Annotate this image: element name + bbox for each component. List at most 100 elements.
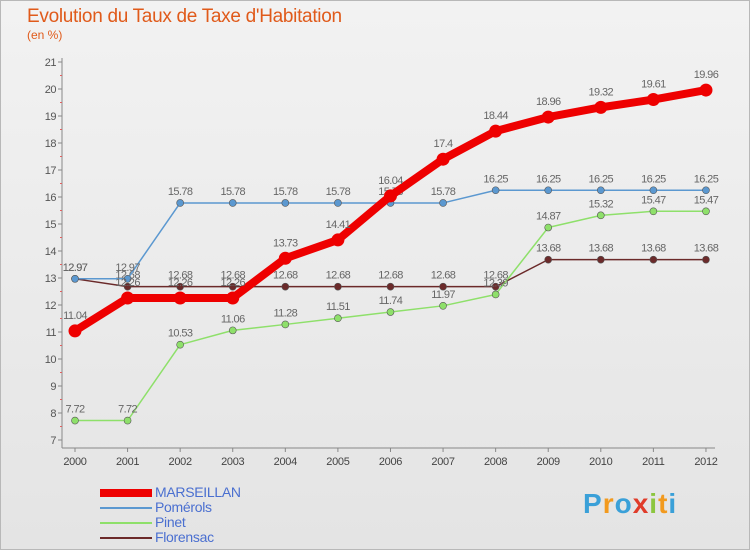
data-point-florensac — [491, 282, 500, 291]
legend-swatch-pinet — [100, 522, 152, 524]
data-label-marseillan: 12.26 — [168, 277, 193, 289]
data-label-pomerols: 15.78 — [273, 186, 298, 198]
data-point-pomerols — [71, 275, 79, 283]
data-label-pinet: 15.32 — [589, 198, 614, 210]
data-point-pinet — [334, 314, 342, 323]
data-label-pomerols: 16.25 — [641, 173, 666, 185]
logo-letter: o — [614, 488, 633, 519]
data-point-pinet — [176, 340, 184, 349]
data-label-marseillan: 16.04 — [378, 175, 403, 187]
x-tick-label: 2009 — [537, 456, 560, 468]
data-point-florensac — [702, 255, 710, 264]
data-label-florensac: 13.68 — [641, 243, 666, 255]
x-tick-label: 2010 — [589, 456, 612, 468]
y-tick-label: 14 — [45, 246, 57, 258]
data-label-florensac: 13.68 — [536, 243, 561, 255]
data-point-pomerols — [176, 199, 184, 207]
y-tick-label: 7 — [50, 435, 56, 447]
y-tick-label: 17 — [45, 165, 57, 177]
data-point-florensac — [228, 282, 237, 291]
data-point-pinet — [491, 290, 500, 299]
y-tick-label: 9 — [50, 381, 56, 393]
x-tick-label: 2000 — [63, 456, 86, 468]
data-point-pinet — [71, 416, 79, 425]
series-marseillan: 11.04 12.26 12.26 12.26 13.73 14.41 16.04 17.4 1… — [63, 69, 719, 338]
data-point-marseillan — [278, 251, 292, 265]
data-point-florensac — [544, 255, 553, 264]
data-point-pinet — [228, 326, 237, 335]
x-tick-label: 2002 — [169, 456, 192, 468]
data-point-pinet — [386, 308, 395, 316]
data-label-marseillan: 11.04 — [63, 310, 87, 322]
data-point-florensac — [176, 282, 184, 291]
legend-label-florensac: Florensac — [155, 529, 214, 545]
data-label-marseillan: 12.26 — [115, 277, 140, 289]
data-label-pinet: 14.87 — [536, 211, 561, 223]
data-label-pomerols: 15.78 — [220, 186, 245, 198]
x-tick-label: 2001 — [116, 456, 139, 468]
data-point-marseillan — [68, 324, 82, 338]
y-tick-label: 13 — [45, 273, 57, 285]
data-point-pomerols — [491, 186, 500, 195]
data-point-pinet — [439, 302, 447, 310]
data-point-florensac — [334, 282, 342, 291]
data-point-florensac — [281, 282, 290, 291]
legend-label-pomerols: Pomérols — [155, 499, 212, 515]
data-point-marseillan — [121, 291, 135, 305]
data-point-marseillan — [331, 233, 345, 247]
data-label-marseillan: 18.96 — [536, 96, 561, 108]
x-tick-label: 2005 — [326, 456, 349, 468]
x-tick-label: 2011 — [642, 456, 665, 468]
logo-letter: r — [602, 488, 615, 519]
data-point-marseillan — [383, 189, 397, 203]
data-label-marseillan: 19.32 — [589, 86, 614, 98]
data-point-pomerols — [544, 186, 553, 195]
legend-label-pinet: Pinet — [155, 514, 186, 530]
data-point-marseillan — [436, 152, 450, 166]
data-point-marseillan — [646, 93, 660, 107]
data-point-pomerols — [702, 186, 710, 195]
x-tick-label: 2007 — [431, 456, 454, 468]
data-point-florensac — [123, 282, 132, 291]
data-label-florensac: 13.68 — [694, 243, 719, 255]
proxiti-logo: Proxiti — [583, 488, 677, 520]
data-label-florensac: 12.68 — [273, 270, 298, 282]
data-point-pinet — [596, 211, 605, 220]
x-tick-label: 2008 — [484, 456, 507, 468]
data-label-florensac: 12.68 — [378, 270, 403, 282]
data-point-pinet — [123, 416, 132, 425]
data-label-florensac: 12.68 — [483, 270, 508, 282]
data-label-pinet: 10.53 — [168, 328, 193, 340]
x-tick-label: 2003 — [221, 456, 244, 468]
data-label-pomerols: 16.25 — [536, 173, 561, 185]
data-label-marseillan: 14.41 — [326, 219, 351, 231]
series-florensac: 12.97 12.68 12.68 12.68 12.68 12.68 12.68 12.68… — [63, 243, 719, 291]
data-label-florensac: 12.68 — [220, 270, 245, 282]
data-label-marseillan: 19.61 — [641, 79, 666, 91]
logo-letter: i — [668, 488, 678, 519]
data-label-pomerols: 16.25 — [589, 173, 614, 185]
data-label-pinet: 12.39 — [483, 277, 508, 289]
data-point-pomerols — [281, 199, 290, 207]
y-tick-label: 11 — [46, 327, 57, 339]
data-point-pomerols — [649, 186, 658, 195]
logo-letter: x — [632, 488, 650, 519]
data-point-pomerols — [123, 275, 132, 283]
chart-subtitle: (en %) — [27, 28, 63, 42]
x-tick-label: 2004 — [274, 456, 297, 468]
data-point-florensac — [596, 255, 605, 264]
y-tick-label: 15 — [45, 219, 57, 231]
logo-letter: P — [583, 488, 603, 519]
data-point-pinet — [649, 207, 658, 216]
logo-letter: i — [649, 488, 659, 519]
data-label-pinet: 11.28 — [273, 307, 297, 319]
data-label-pomerols: 16.25 — [483, 173, 508, 185]
data-label-florensac: 12.68 — [168, 270, 193, 282]
data-label-florensac: 12.68 — [326, 270, 351, 282]
y-tick-label: 19 — [45, 111, 57, 123]
data-point-marseillan — [541, 110, 555, 124]
data-label-pinet: 15.47 — [694, 194, 719, 206]
